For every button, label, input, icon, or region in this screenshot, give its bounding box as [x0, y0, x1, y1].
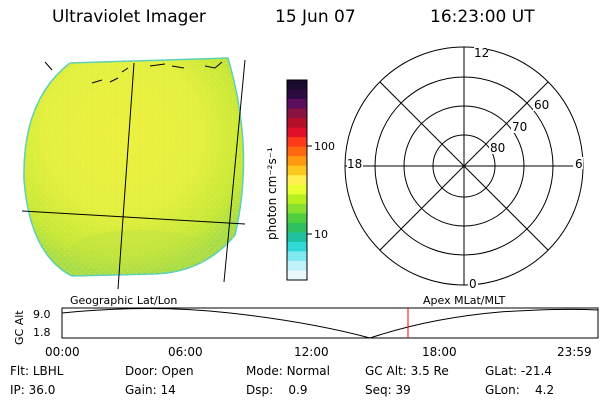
info-ip: IP: 36.0 [10, 383, 56, 397]
info-door: Door: Open [125, 364, 194, 378]
mlt-label-6: 6 [575, 157, 583, 171]
polar-plot [344, 46, 584, 286]
y-tick-9: 9.0 [33, 308, 51, 321]
geographic-latlon-label: Geographic Lat/Lon [70, 294, 177, 307]
colorbar-cell [287, 99, 307, 110]
info-gc-alt: GC Alt: 3.5 Re [365, 364, 449, 378]
colorbar-cell [287, 213, 307, 224]
polar-diagonal-2 [379, 81, 549, 251]
instrument-title: Ultraviolet Imager [52, 7, 206, 27]
colorbar-cell [287, 137, 307, 148]
info-glat: GLat: -21.4 [485, 364, 552, 378]
info-dsp: Dsp: 0.9 [246, 383, 308, 397]
colorbar-cell [287, 80, 307, 91]
colorbar-frame [286, 79, 308, 281]
uv-earth-image [23, 57, 245, 277]
info-gain: Gain: 14 [125, 383, 176, 397]
mlat-label-80: 80 [490, 141, 505, 155]
colorbar-cell [287, 251, 307, 262]
geographic-grid [21, 59, 246, 290]
x-tick-2359: 23:59 [557, 345, 592, 359]
info-mode: Mode: Normal [246, 364, 330, 378]
info-seq: Seq: 39 [365, 383, 411, 397]
mlt-label-0: 0 [469, 277, 477, 291]
x-tick-1800: 18:00 [422, 345, 457, 359]
y-tick-1-8: 1.8 [33, 326, 51, 339]
date-label: 15 Jun 07 [275, 7, 356, 27]
colorbar-cell [287, 194, 307, 205]
apex-mlat-mlt-label: Apex MLat/MLT [423, 294, 506, 307]
colorbar-cell [287, 89, 307, 100]
colorbar-cell [287, 175, 307, 186]
colorbar-cell [287, 146, 307, 157]
colorbar-label-10: 10 [314, 228, 328, 241]
mlat-label-70: 70 [512, 120, 527, 134]
colorbar-cell [287, 108, 307, 119]
x-tick-0000: 00:00 [45, 345, 80, 359]
colorbar-cell [287, 127, 307, 138]
info-filter: Flt: LBHL [10, 364, 64, 378]
colorbar-cell [287, 260, 307, 271]
mlat-label-60: 60 [534, 98, 549, 112]
colorbar-cell [287, 222, 307, 233]
colorbar-cell [287, 232, 307, 243]
altitude-curve [61, 308, 599, 339]
colorbar-cell [287, 184, 307, 195]
colorbar-cell [287, 165, 307, 176]
colorbar-cell [287, 270, 307, 281]
x-tick-0600: 06:00 [168, 345, 203, 359]
info-glon: GLon: 4.2 [485, 383, 555, 397]
x-tick-1200: 12:00 [294, 345, 329, 359]
gc-alt-axis-label: GC Alt [13, 310, 26, 345]
colorbar-cell [287, 241, 307, 252]
altitude-plot-frame [61, 307, 599, 339]
colorbar-units-label: photon cm⁻²s⁻¹ [265, 147, 279, 240]
colorbar-cell [287, 156, 307, 167]
colorbar-label-100: 100 [314, 140, 335, 153]
mlt-label-12: 12 [474, 46, 489, 60]
colorbar [287, 80, 307, 281]
coastline-outline [44, 61, 223, 84]
mlt-label-18: 18 [347, 157, 362, 171]
colorbar-cell [287, 118, 307, 129]
time-label: 16:23:00 UT [430, 7, 535, 27]
colorbar-cell [287, 203, 307, 214]
